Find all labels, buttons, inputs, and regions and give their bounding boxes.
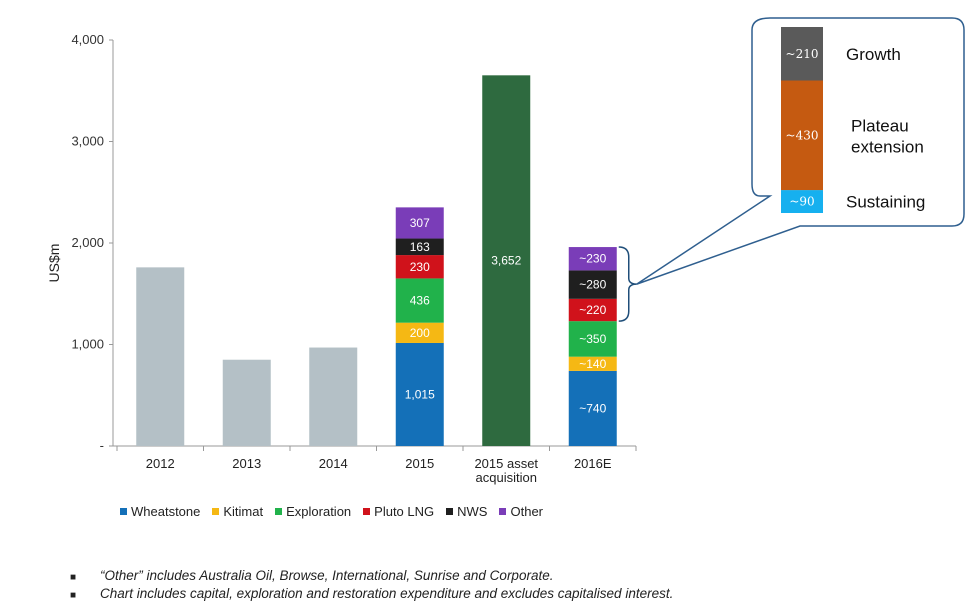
- callout-category-label: Plateau: [851, 116, 909, 135]
- bar-2015-asset-acquisition: [482, 75, 531, 447]
- brace-icon: [618, 246, 637, 322]
- legend-swatch-exploration: [275, 508, 283, 515]
- segment-label-pluto-lng: ~220: [579, 303, 606, 317]
- callout-category-label: Sustaining: [846, 193, 925, 212]
- legend-item-nws: NWS: [446, 504, 487, 519]
- y-tick-label: 2,000: [71, 235, 104, 250]
- segment-label-nws: 163: [410, 240, 430, 254]
- bar-segment-other: [395, 207, 444, 239]
- y-tick-label: 4,000: [71, 32, 104, 47]
- bar-segment-kitimat: [568, 356, 617, 371]
- bar-segment-pluto-lng: [395, 255, 444, 279]
- bar-segment-kitimat: [395, 322, 444, 343]
- bar-label-2015-asset-acquisition: 3,652: [491, 254, 521, 268]
- square-bullet-icon: ■: [70, 590, 77, 601]
- segment-label-kitimat: ~140: [579, 357, 606, 371]
- legend-item-other: Other: [499, 504, 543, 519]
- callout-category-label: Growth: [846, 45, 901, 64]
- callout-segment-label: ~430: [786, 128, 819, 142]
- y-tick-label: -: [100, 438, 104, 453]
- callout-segment-plateau-extension: [781, 80, 823, 191]
- callout-segment-label: ~210: [786, 47, 819, 61]
- legend-item-kitimat: Kitimat: [212, 504, 263, 519]
- legend-swatch-nws: [446, 508, 454, 515]
- legend-label-pluto-lng: Pluto LNG: [374, 504, 435, 519]
- footnote-text: Chart includes capital, exploration and …: [100, 586, 674, 601]
- bar-segment-exploration: [568, 321, 617, 357]
- bar-2014: [309, 347, 358, 446]
- callout-segment-sustaining: [781, 190, 823, 213]
- legend-swatch-wheatstone: [120, 508, 127, 515]
- bar-segment-wheatstone: [395, 342, 444, 446]
- x-tick-label: 2012: [146, 456, 175, 471]
- x-tick-label: 2015 asset: [474, 456, 538, 471]
- bar-segment-exploration: [395, 278, 444, 323]
- x-tick-label: 2016E: [574, 456, 612, 471]
- bar-2012: [136, 267, 185, 446]
- legend-swatch-pluto-lng: [363, 508, 371, 515]
- footnotes: ■ “Other” includes Australia Oil, Browse…: [70, 568, 970, 604]
- legend-swatch-other: [499, 508, 507, 515]
- x-tick-label: 2015: [405, 456, 434, 471]
- legend-item-wheatstone: Wheatstone: [120, 504, 200, 519]
- bar-segment-nws: [568, 270, 617, 299]
- bar-segment-other: [568, 247, 617, 271]
- x-tick-label: 2014: [319, 456, 348, 471]
- callout-segment-label: ~90: [789, 195, 814, 209]
- square-bullet-icon: ■: [70, 572, 77, 583]
- y-axis-label: US$m: [46, 244, 62, 283]
- footnote-text: “Other” includes Australia Oil, Browse, …: [100, 568, 554, 583]
- legend-label-wheatstone: Wheatstone: [131, 504, 201, 519]
- capex-chart: - 1,000 2,000 3,000 4,000 US$m 2012 2013 2014 201…: [46, 17, 965, 485]
- segment-label-wheatstone: 1,015: [405, 387, 435, 401]
- legend-label-exploration: Exploration: [286, 504, 352, 519]
- chart-legend: Wheatstone Kitimat Exploration Pluto LNG…: [120, 504, 543, 519]
- segment-label-kitimat: 200: [410, 326, 430, 340]
- y-tick-label: 1,000: [71, 337, 104, 352]
- segment-label-exploration: ~350: [579, 332, 606, 346]
- legend-label-nws: NWS: [457, 504, 488, 519]
- bar-segment-nws: [395, 238, 444, 256]
- segment-label-nws: ~280: [579, 278, 606, 292]
- footnote-other: ■ “Other” includes Australia Oil, Browse…: [70, 568, 970, 583]
- segment-label-other: 307: [410, 216, 430, 230]
- callout-category-label: extension: [851, 137, 924, 156]
- legend-item-exploration: Exploration: [275, 504, 351, 519]
- legend-label-other: Other: [510, 504, 543, 519]
- x-tick-label: acquisition: [476, 470, 537, 485]
- x-tick-label: 2013: [232, 456, 261, 471]
- segment-label-exploration: 436: [410, 294, 430, 308]
- bar-segment-pluto-lng: [568, 298, 617, 322]
- y-tick-label: 3,000: [71, 134, 104, 149]
- callout-segment-growth: [781, 27, 823, 81]
- footnote-scope: ■ Chart includes capital, exploration an…: [70, 586, 970, 601]
- segment-label-pluto-lng: 230: [410, 260, 430, 274]
- legend-item-pluto-lng: Pluto LNG: [363, 504, 434, 519]
- segment-label-wheatstone: ~740: [579, 401, 606, 415]
- segment-label-other: ~230: [579, 252, 606, 266]
- bar-2013: [222, 359, 271, 446]
- legend-label-kitimat: Kitimat: [223, 504, 264, 519]
- bar-segment-wheatstone: [568, 370, 617, 446]
- legend-swatch-kitimat: [212, 508, 220, 515]
